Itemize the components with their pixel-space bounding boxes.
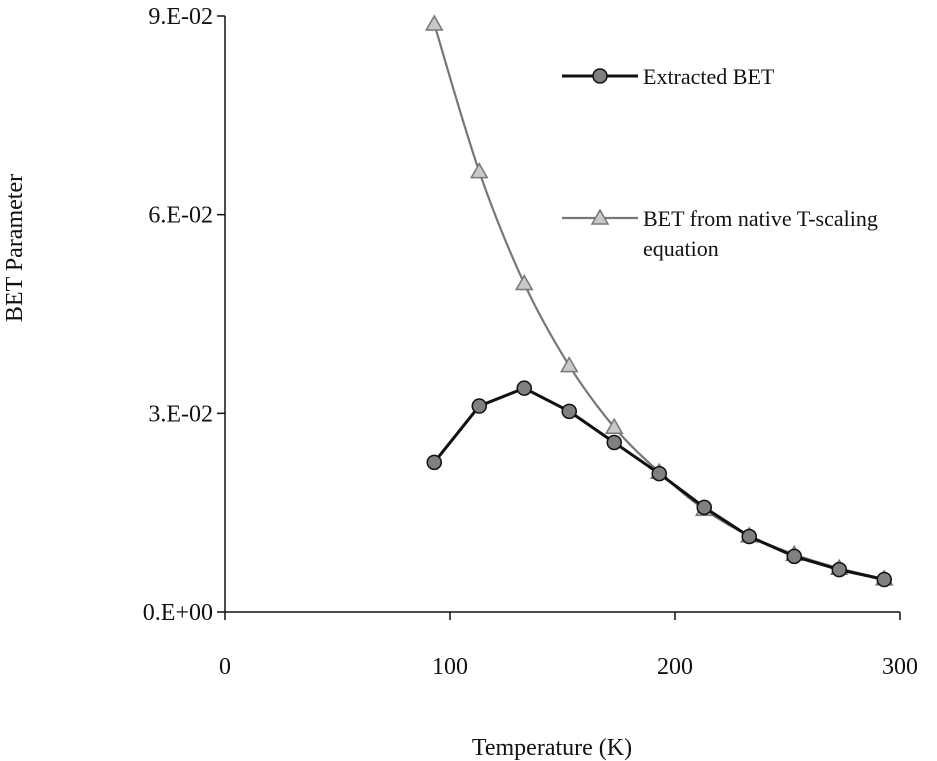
x-tick-label: 200 bbox=[657, 654, 693, 680]
legend-label: BET from native T-scaling equation bbox=[643, 206, 878, 261]
y-tick-label: 3.E-02 bbox=[148, 401, 213, 427]
legend-marker-triangle bbox=[590, 208, 610, 225]
data-point-triangle bbox=[469, 162, 489, 179]
data-point-circle bbox=[741, 528, 757, 545]
y-axis-label: BET Parameter bbox=[2, 174, 28, 322]
x-tick-label: 0 bbox=[219, 654, 231, 680]
series-native-t-scaling bbox=[424, 14, 894, 586]
series-extracted-bet bbox=[426, 380, 892, 588]
axes: 0.E+00 3.E-02 6.E-02 9.E-02 0 100 200 300 bbox=[143, 4, 918, 680]
data-point-circle bbox=[606, 434, 622, 451]
x-tick-label: 100 bbox=[432, 654, 468, 680]
legend-label: Extracted BET bbox=[643, 64, 775, 89]
data-point-circle bbox=[516, 380, 532, 396]
legend: Extracted BET BET from native T-scaling eq… bbox=[562, 64, 878, 261]
y-tick-label: 0.E+00 bbox=[143, 600, 213, 626]
data-point-circle bbox=[786, 548, 802, 565]
data-point-circle bbox=[561, 403, 577, 420]
y-tick-label: 6.E-02 bbox=[148, 203, 213, 229]
series-line bbox=[433, 23, 885, 580]
series-line bbox=[433, 386, 885, 582]
x-tick-label: 300 bbox=[882, 654, 918, 680]
legend-marker-circle bbox=[592, 68, 608, 84]
series-layer bbox=[424, 14, 894, 588]
legend-entry: BET from native T-scaling equation bbox=[562, 206, 878, 261]
data-point-triangle bbox=[514, 274, 534, 291]
y-tick-label: 9.E-02 bbox=[148, 4, 213, 30]
data-point-circle bbox=[426, 454, 442, 471]
x-axis-label: Temperature (K) bbox=[472, 735, 632, 761]
data-point-circle bbox=[651, 465, 667, 482]
data-point-circle bbox=[696, 499, 712, 516]
data-point-triangle bbox=[604, 417, 624, 434]
data-point-triangle bbox=[559, 356, 579, 373]
data-point-circle bbox=[876, 571, 892, 588]
legend-entry: Extracted BET bbox=[562, 64, 775, 89]
data-point-triangle bbox=[424, 14, 444, 31]
data-point-circle bbox=[831, 561, 847, 578]
data-point-circle bbox=[471, 398, 487, 414]
